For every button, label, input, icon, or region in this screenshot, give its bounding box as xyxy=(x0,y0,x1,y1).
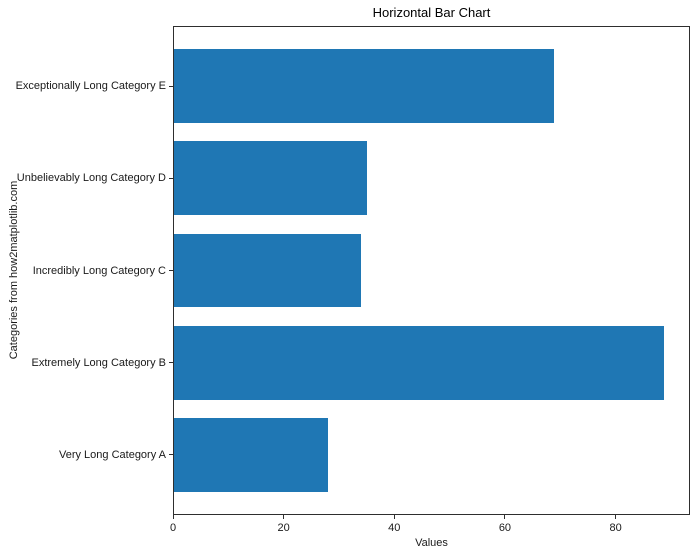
y-tick-label: Extremely Long Category B xyxy=(31,356,166,369)
bar xyxy=(174,49,555,123)
y-tick-label: Unbelievably Long Category D xyxy=(16,172,166,185)
y-tick-mark xyxy=(169,454,173,456)
y-tick-mark xyxy=(169,362,173,364)
y-tick-mark xyxy=(169,85,173,87)
x-tick-label: 0 xyxy=(169,522,177,534)
chart-title: Horizontal Bar Chart xyxy=(372,5,491,20)
bar xyxy=(174,233,362,308)
y-tick-mark xyxy=(169,270,173,271)
x-tick-label: 80 xyxy=(609,522,622,534)
x-tick-mark xyxy=(504,515,506,519)
x-axis-label: Values xyxy=(415,537,448,549)
x-tick-mark xyxy=(283,515,285,519)
bar xyxy=(174,325,665,400)
x-tick-mark xyxy=(393,515,395,519)
x-tick-mark xyxy=(172,515,174,519)
x-tick-label: 60 xyxy=(498,522,512,534)
y-tick-label: Very Long Category A xyxy=(58,448,166,461)
bar xyxy=(174,141,367,216)
x-tick-mark xyxy=(615,515,617,519)
plot-area xyxy=(173,26,690,515)
y-tick-label: Exceptionally Long Category E xyxy=(15,80,166,93)
y-tick-mark xyxy=(169,177,173,179)
x-tick-label: 20 xyxy=(277,522,290,534)
y-tick-label: Incredibly Long Category C xyxy=(32,264,166,277)
bar xyxy=(174,418,329,492)
x-tick-label: 40 xyxy=(388,522,401,534)
